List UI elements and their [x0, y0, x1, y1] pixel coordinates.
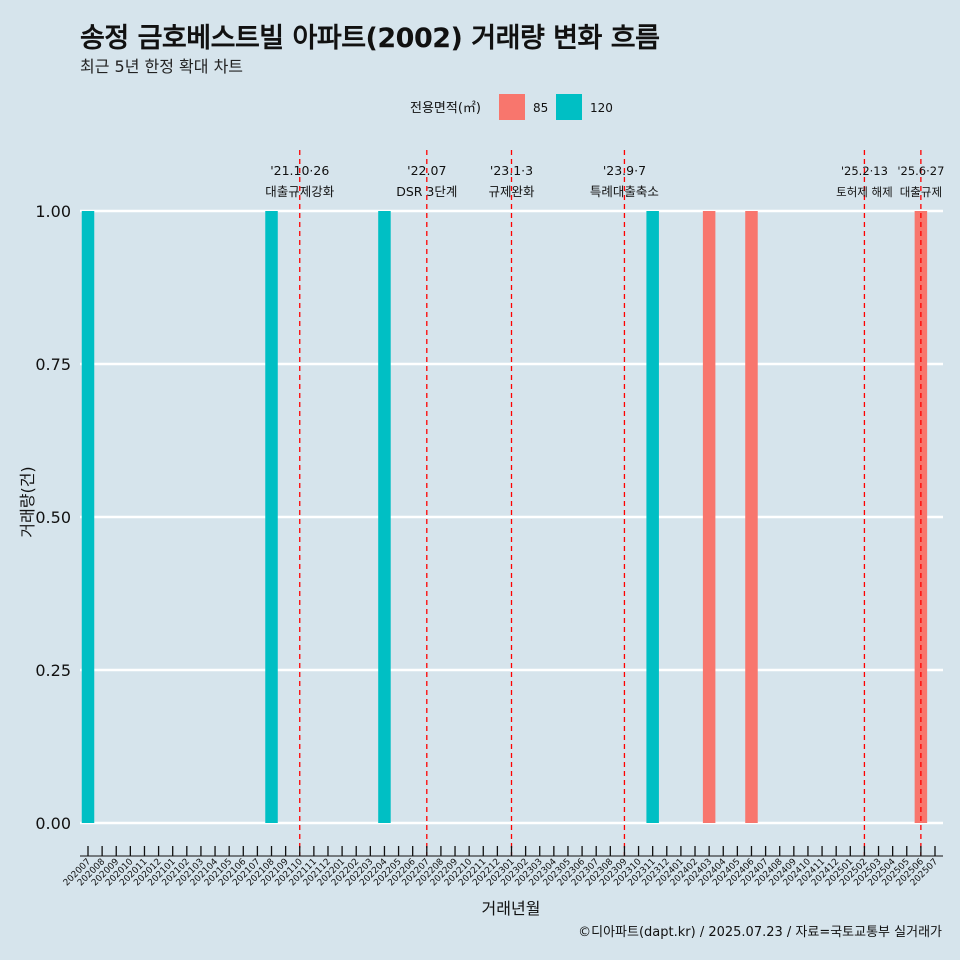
bar-85: [914, 211, 928, 823]
bar-120: [81, 211, 95, 823]
x-axis: 2020072020082020092020102020112020122021…: [62, 846, 943, 888]
chart-subtitle: 최근 5년 한정 확대 차트: [80, 57, 244, 76]
event-date: '21.10·26: [270, 163, 329, 178]
y-axis-label: 거래량(건): [18, 466, 37, 537]
y-tick-label: 0.50: [35, 508, 71, 527]
event-date: '25.6·27: [897, 164, 944, 178]
legend-title: 전용면적(㎡): [410, 101, 481, 116]
y-tick-label: 0.75: [35, 355, 71, 374]
event-label: DSR 3단계: [396, 184, 457, 199]
event-date: '23.9·7: [603, 163, 646, 178]
event-label: 대출규제: [900, 185, 942, 199]
event-label: 특례대출축소: [590, 184, 659, 199]
legend-label-85: 85: [533, 101, 548, 115]
event-date: '22.07: [407, 163, 446, 178]
event-markers: '21.10·26 대출규제강화 '22.07 DSR 3단계 '23.1·3 규제완화 '…: [265, 150, 944, 856]
event-date: '25.2·13: [841, 164, 888, 178]
bar-85: [702, 211, 716, 823]
event-label: 규제완화: [488, 184, 535, 199]
event-date: '23.1·3: [490, 163, 533, 178]
x-axis-label: 거래년월: [482, 899, 541, 918]
event-label: 대출규제강화: [265, 184, 335, 199]
bars: [81, 211, 928, 823]
gridlines: [80, 209, 943, 825]
event-label: 토허제 해제: [836, 185, 893, 199]
legend-swatch-85: [499, 94, 525, 120]
legend: 전용면적(㎡) 85 120: [410, 94, 613, 120]
bar-120: [265, 211, 278, 823]
caption: ©디아파트(dapt.kr) / 2025.07.23 / 자료=국토교통부 실…: [578, 925, 942, 940]
bar-120: [378, 211, 391, 823]
y-axis-ticks: 0.00 0.25 0.50 0.75 1.00: [35, 202, 71, 833]
bar-85: [745, 211, 758, 823]
y-tick-label: 1.00: [35, 202, 71, 221]
legend-label-120: 120: [590, 101, 613, 115]
y-tick-label: 0.25: [35, 661, 71, 680]
y-tick-label: 0.00: [35, 814, 71, 833]
legend-swatch-120: [556, 94, 582, 120]
bar-120: [646, 211, 659, 823]
chart-title: 송정 금호베스트빌 아파트(2002) 거래량 변화 흐름: [80, 23, 660, 54]
